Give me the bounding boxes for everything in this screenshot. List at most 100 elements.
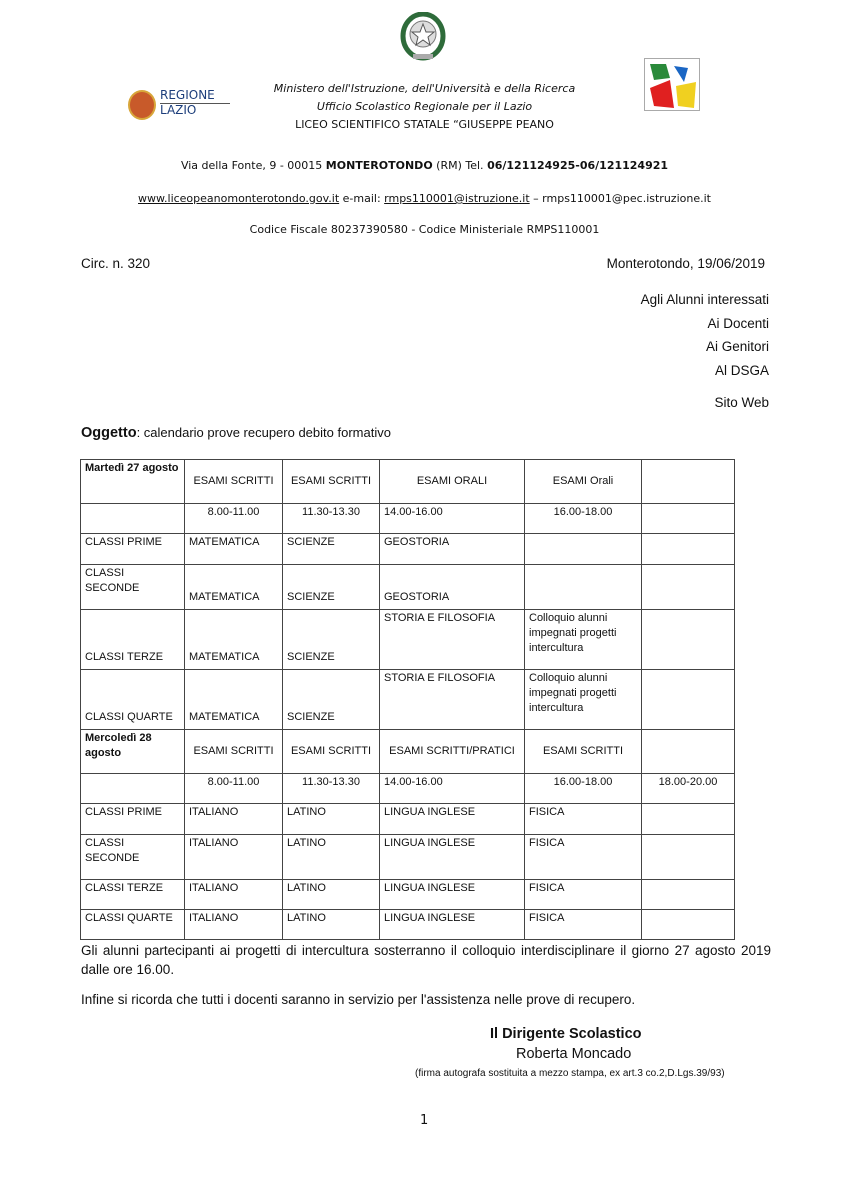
table-cell <box>524 564 642 610</box>
table-row: Mercoledì 28 agosto ESAMI SCRITTI ESAMI SC… <box>80 729 735 774</box>
paragraph-docenti: Infine si ricorda che tutti i docenti sa… <box>81 992 636 1007</box>
table-cell: FISICA <box>524 909 642 940</box>
table-cell <box>641 669 735 730</box>
table-cell: Martedì 27 agosto <box>80 459 185 504</box>
table-row: 8.00-11.00 11.30-13.30 14.00-16.00 16.00-18… <box>80 773 735 804</box>
table-cell: 14.00-16.00 <box>379 773 525 804</box>
table-cell <box>641 729 735 774</box>
table-cell: ESAMI SCRITTI <box>282 459 380 504</box>
table-cell <box>641 803 735 835</box>
table-cell: SCIENZE <box>282 533 380 565</box>
ministry-line: Ministero dell'Istruzione, dell'Universi… <box>273 82 576 95</box>
table-row: Martedì 27 agosto ESAMI SCRITTI ESAMI SCRI… <box>80 459 735 504</box>
school-name: LICEO SCIENTIFICO STATALE “GIUSEPPE PEAN… <box>295 118 554 131</box>
table-cell: ESAMI SCRITTI <box>524 729 642 774</box>
table-row: CLASSI PRIME ITALIANO LATINO LINGUA INGLESE… <box>80 803 735 835</box>
table-cell: MATEMATICA <box>184 564 283 610</box>
table-cell <box>641 533 735 565</box>
table-cell: FISICA <box>524 803 642 835</box>
table-cell: CLASSI TERZE <box>80 879 185 910</box>
contact-line: www.liceopeanomonterotondo.gov.it e-mail… <box>138 192 711 205</box>
table-cell: LINGUA INGLESE <box>379 879 525 910</box>
table-cell: ITALIANO <box>184 834 283 880</box>
table-cell <box>641 503 735 534</box>
table-cell: ESAMI SCRITTI <box>184 459 283 504</box>
table-cell <box>641 459 735 504</box>
table-cell: CLASSI SECONDE <box>80 564 185 610</box>
table-cell: ITALIANO <box>184 803 283 835</box>
table-cell <box>80 503 185 534</box>
table-cell: Colloquio alunni impegnati progetti inte… <box>524 669 642 730</box>
table-row: CLASSI QUARTE MATEMATICA SCIENZE STORIA E F… <box>80 669 735 730</box>
paragraph-intercultura: Gli alunni partecipanti ai progetti di i… <box>81 943 771 977</box>
website-link[interactable]: www.liceopeanomonterotondo.gov.it <box>138 192 340 205</box>
table-cell: ESAMI ORALI <box>379 459 525 504</box>
signature-name: Roberta Moncado <box>516 1046 632 1062</box>
table-cell: LATINO <box>282 834 380 880</box>
table-cell: SCIENZE <box>282 564 380 610</box>
table-row: CLASSI TERZE MATEMATICA SCIENZE STORIA E FI… <box>80 609 735 670</box>
email-link[interactable]: rmps110001@istruzione.it <box>384 192 530 205</box>
school-logo-icon <box>644 58 700 111</box>
page-number: 1 <box>420 1113 429 1128</box>
table-cell: Colloquio alunni impegnati progetti inte… <box>524 609 642 670</box>
table-cell: LINGUA INGLESE <box>379 909 525 940</box>
office-line: Ufficio Scolastico Regionale per il Lazi… <box>316 100 533 113</box>
exam-calendar-table: Martedì 27 agosto ESAMI SCRITTI ESAMI SCRI… <box>80 459 735 940</box>
table-cell: CLASSI PRIME <box>80 803 185 835</box>
table-cell: STORIA E FILOSOFIA <box>379 669 525 730</box>
table-row: CLASSI SECONDE MATEMATICA SCIENZE GEOSTORIA <box>80 564 735 610</box>
table-cell: MATEMATICA <box>184 609 283 670</box>
table-cell: 16.00-18.00 <box>524 773 642 804</box>
table-cell: FISICA <box>524 834 642 880</box>
table-cell: 11.30-13.30 <box>282 773 380 804</box>
table-cell: STORIA E FILOSOFIA <box>379 609 525 670</box>
address-line: Via della Fonte, 9 - 00015 MONTEROTONDO … <box>180 159 669 172</box>
signature-title: Il Dirigente Scolastico <box>490 1026 642 1042</box>
table-cell <box>524 533 642 565</box>
table-row: CLASSI PRIME MATEMATICA SCIENZE GEOSTORIA <box>80 533 735 565</box>
table-cell: ITALIANO <box>184 909 283 940</box>
table-row: CLASSI QUARTE ITALIANO LATINO LINGUA INGLES… <box>80 909 735 940</box>
table-cell: LATINO <box>282 803 380 835</box>
table-cell: SCIENZE <box>282 669 380 730</box>
signature-note: (firma autografa sostituita a mezzo stam… <box>415 1068 725 1079</box>
table-cell <box>641 879 735 910</box>
table-cell: 16.00-18.00 <box>524 503 642 534</box>
recipients: Agli Alunni interessati Ai Docenti Ai Geni… <box>640 292 769 410</box>
table-row: 8.00-11.00 11.30-13.30 14.00-16.00 16.00-18… <box>80 503 735 534</box>
table-cell: GEOSTORIA <box>379 533 525 565</box>
table-cell <box>80 773 185 804</box>
table-row: CLASSI SECONDE ITALIANO LATINO LINGUA INGLE… <box>80 834 735 880</box>
table-cell: 14.00-16.00 <box>379 503 525 534</box>
table-cell: CLASSI QUARTE <box>80 909 185 940</box>
table-cell: ITALIANO <box>184 879 283 910</box>
table-cell: CLASSI SECONDE <box>80 834 185 880</box>
table-cell: LINGUA INGLESE <box>379 803 525 835</box>
table-cell: SCIENZE <box>282 609 380 670</box>
table-cell: 18.00-20.00 <box>641 773 735 804</box>
table-cell: LINGUA INGLESE <box>379 834 525 880</box>
table-cell <box>641 564 735 610</box>
republic-emblem-icon <box>400 12 446 61</box>
table-cell: ESAMI SCRITTI/PRATICI <box>379 729 525 774</box>
circular-number: Circ. n. 320 <box>81 256 151 271</box>
table-cell: CLASSI TERZE <box>80 609 185 670</box>
regione-lazio-logo: REGIONE LAZIO <box>128 86 238 122</box>
table-cell: CLASSI QUARTE <box>80 669 185 730</box>
subject: Oggetto: calendario prove recupero debit… <box>81 425 391 441</box>
table-cell: MATEMATICA <box>184 533 283 565</box>
table-cell <box>641 609 735 670</box>
table-cell <box>641 909 735 940</box>
table-cell: LATINO <box>282 909 380 940</box>
table-cell: ESAMI Orali <box>524 459 642 504</box>
table-cell: ESAMI SCRITTI <box>282 729 380 774</box>
table-cell: 11.30-13.30 <box>282 503 380 534</box>
codes-line: Codice Fiscale 80237390580 - Codice Mini… <box>249 223 600 236</box>
table-cell <box>641 834 735 880</box>
table-cell: MATEMATICA <box>184 669 283 730</box>
table-cell: 8.00-11.00 <box>184 773 283 804</box>
table-cell: Mercoledì 28 agosto <box>80 729 185 774</box>
table-cell: CLASSI PRIME <box>80 533 185 565</box>
